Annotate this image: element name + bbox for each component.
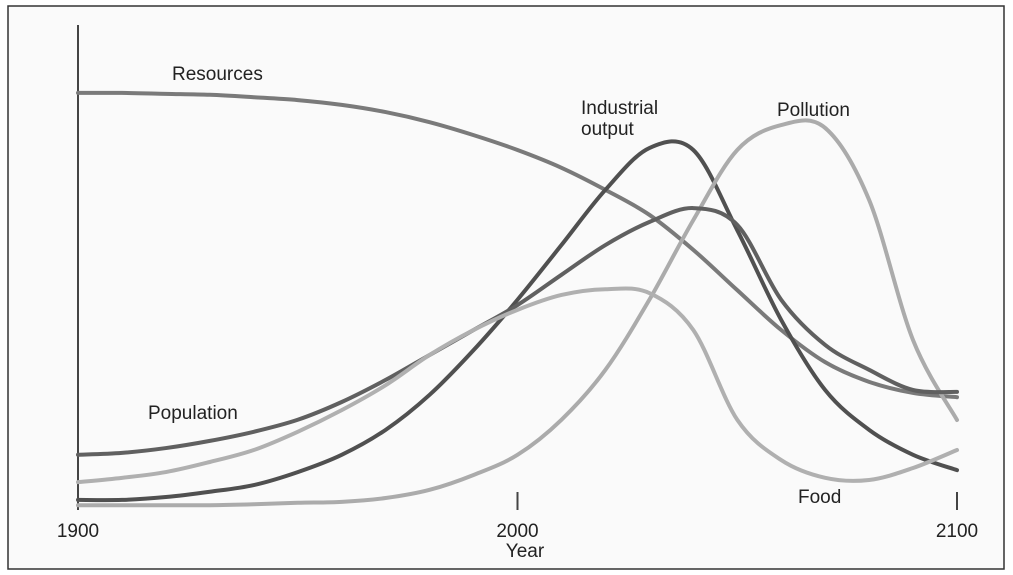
series-line <box>76 139 959 503</box>
x-tick-label: 1900 <box>57 521 99 542</box>
series-line <box>76 90 959 400</box>
series-label: Pollution <box>777 100 850 121</box>
x-tick-label: 2000 <box>496 521 538 542</box>
series-label: Population <box>148 403 238 424</box>
series-label: Resources <box>172 64 263 85</box>
x-axis-label: Year <box>506 541 545 562</box>
frame <box>7 5 1005 570</box>
series-label: Industrial output <box>581 98 659 140</box>
series-line <box>76 206 959 457</box>
series-label: Food <box>798 487 842 508</box>
series-line <box>76 286 959 485</box>
x-tick-label: 2100 <box>936 521 978 542</box>
series-line <box>76 118 959 508</box>
